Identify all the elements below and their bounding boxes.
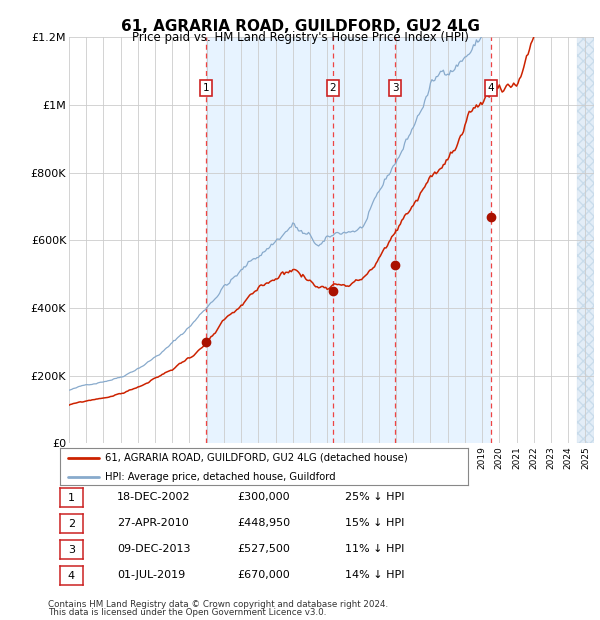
Text: 1: 1 (203, 83, 209, 93)
Text: £448,950: £448,950 (237, 518, 290, 528)
Text: This data is licensed under the Open Government Licence v3.0.: This data is licensed under the Open Gov… (48, 608, 326, 617)
Text: 09-DEC-2013: 09-DEC-2013 (117, 544, 191, 554)
Text: 01-JUL-2019: 01-JUL-2019 (117, 570, 185, 580)
Bar (206, 37, 491, 443)
Text: 14% ↓ HPI: 14% ↓ HPI (345, 570, 404, 580)
Text: 2: 2 (329, 83, 336, 93)
Text: 3: 3 (68, 544, 75, 555)
Text: £527,500: £527,500 (237, 544, 290, 554)
Text: 4: 4 (487, 83, 494, 93)
Text: £300,000: £300,000 (237, 492, 290, 502)
Text: 25% ↓ HPI: 25% ↓ HPI (345, 492, 404, 502)
Text: HPI: Average price, detached house, Guildford: HPI: Average price, detached house, Guil… (105, 472, 335, 482)
Text: 27-APR-2010: 27-APR-2010 (117, 518, 189, 528)
Text: Price paid vs. HM Land Registry's House Price Index (HPI): Price paid vs. HM Land Registry's House … (131, 31, 469, 44)
Text: Contains HM Land Registry data © Crown copyright and database right 2024.: Contains HM Land Registry data © Crown c… (48, 600, 388, 609)
Bar (577, 37, 594, 443)
Text: 15% ↓ HPI: 15% ↓ HPI (345, 518, 404, 528)
Text: 3: 3 (392, 83, 398, 93)
Text: 1: 1 (68, 492, 75, 503)
Text: 18-DEC-2002: 18-DEC-2002 (117, 492, 191, 502)
Text: 2: 2 (68, 518, 75, 529)
Text: 61, AGRARIA ROAD, GUILDFORD, GU2 4LG: 61, AGRARIA ROAD, GUILDFORD, GU2 4LG (121, 19, 479, 33)
Text: £670,000: £670,000 (237, 570, 290, 580)
Text: 61, AGRARIA ROAD, GUILDFORD, GU2 4LG (detached house): 61, AGRARIA ROAD, GUILDFORD, GU2 4LG (de… (105, 453, 407, 463)
Text: 11% ↓ HPI: 11% ↓ HPI (345, 544, 404, 554)
Text: 4: 4 (68, 570, 75, 581)
